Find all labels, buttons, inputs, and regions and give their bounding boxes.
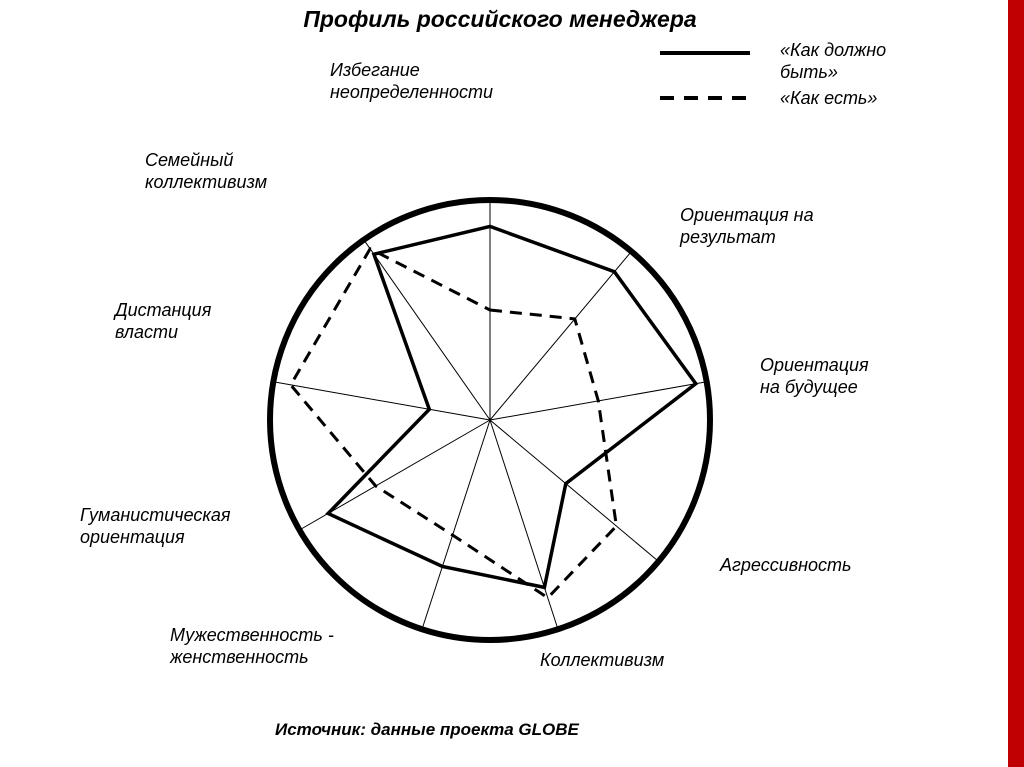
legend-solid-label: «Как должно быть» <box>780 40 886 83</box>
axis-label-family-coll: Семейный коллективизм <box>145 150 267 193</box>
radar-chart <box>0 0 1024 767</box>
axis-label-humanistic: Гуманистическая ориентация <box>80 505 231 548</box>
axis-label-collectivism: Коллективизм <box>540 650 664 672</box>
axis-label-result: Ориентация на результат <box>680 205 814 248</box>
axis-label-future: Ориентация на будущее <box>760 355 869 398</box>
axis-label-aggression: Агрессивность <box>720 555 851 577</box>
axis-label-uncertainty: Избегание неопределенности <box>330 60 493 103</box>
source-citation: Источник: данные проекта GLOBE <box>275 720 579 740</box>
axis-label-masc-fem: Мужественность - женственность <box>170 625 334 668</box>
legend-dashed-label: «Как есть» <box>780 88 877 110</box>
axis-label-power-dist: Дистанция власти <box>115 300 211 343</box>
